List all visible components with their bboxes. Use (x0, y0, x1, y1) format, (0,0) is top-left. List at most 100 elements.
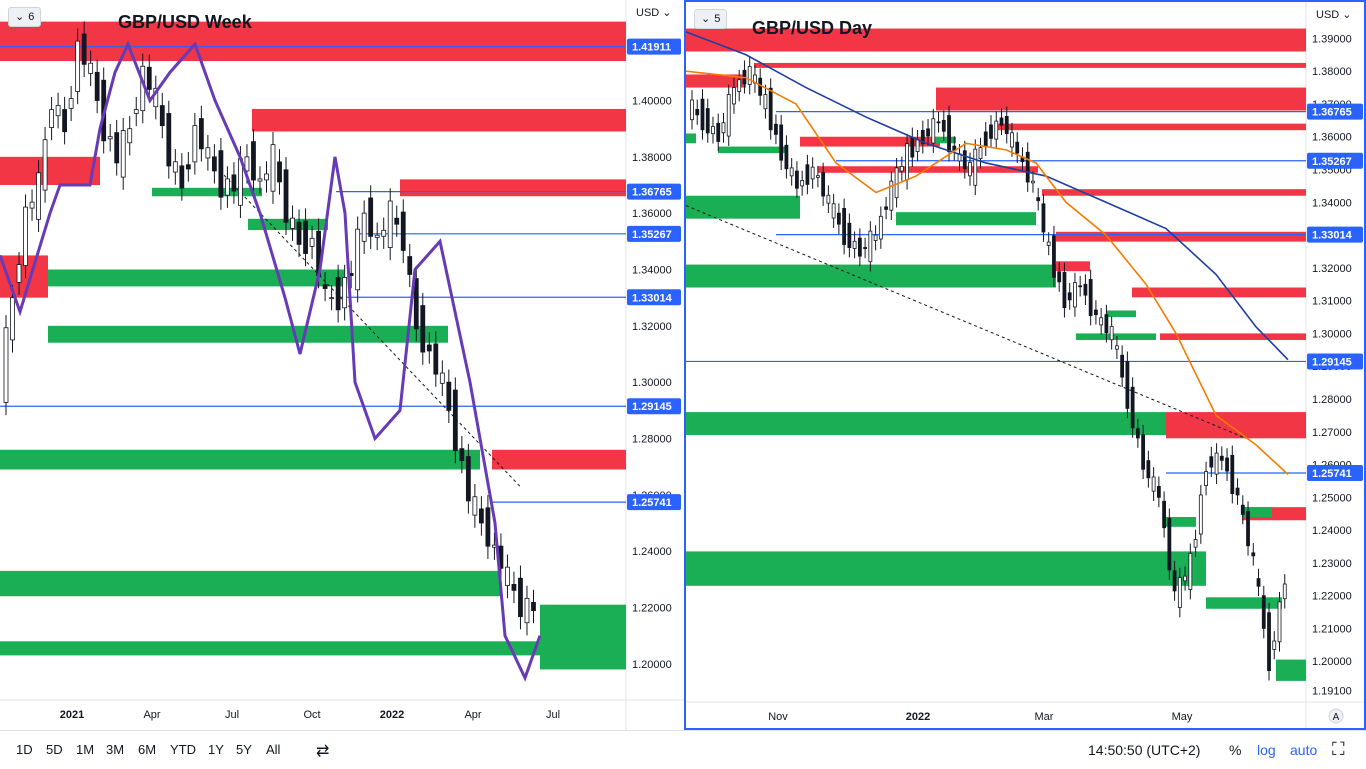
candle-body (251, 141, 256, 181)
timeframe-1d[interactable]: 1D (16, 742, 33, 757)
daily-chart-canvas[interactable]: 1.390001.380001.370001.360001.350001.340… (686, 2, 1366, 730)
candle-body (994, 120, 999, 140)
candle-body (459, 448, 465, 461)
demand-zone (0, 449, 480, 470)
supply-zone (818, 166, 1038, 173)
left-chart-pane[interactable]: 1.40000 1.38000 1.36000 1.34000 1.32000 1.300… (0, 0, 684, 730)
currency-label-right[interactable]: USD ⌄ (1316, 9, 1352, 21)
auto-toggle[interactable]: auto (1290, 742, 1318, 758)
price-tag (627, 38, 681, 55)
candle-body (133, 109, 139, 114)
candle-body (172, 161, 178, 173)
candle-body (257, 178, 263, 182)
candle-body (705, 108, 710, 134)
candle-body (915, 139, 920, 152)
y-tick-label: 1.39000 (1312, 33, 1352, 45)
pane-badge-left[interactable]: ⌄ 6 (8, 7, 42, 27)
ma-fast-line (686, 70, 1289, 475)
candle-body (962, 150, 967, 170)
candle-body (1073, 282, 1077, 308)
candle-body (1025, 151, 1030, 183)
candle-body (700, 98, 705, 131)
right-chart-pane[interactable]: 1.390001.380001.370001.360001.350001.340… (684, 0, 1366, 730)
percent-toggle[interactable]: % (1229, 742, 1242, 758)
chevron-down-icon: ⌄ (659, 7, 672, 19)
candle-body (768, 87, 773, 131)
x-tick-label: Jul (225, 709, 239, 721)
candle-body (205, 147, 211, 159)
candle-body (878, 215, 883, 240)
candle-body (524, 597, 530, 624)
clock-readout[interactable]: 14:50:50 (UTC+2) (1088, 742, 1201, 758)
supply-zone (686, 74, 746, 88)
demand-zone (686, 412, 1166, 436)
candle-body (789, 167, 794, 177)
y-tick-label: 1.20000 (1312, 656, 1352, 668)
candle-body (1156, 485, 1161, 498)
candle-body (873, 234, 878, 241)
candle-body (42, 139, 48, 191)
x-tick-label: Nov (768, 711, 788, 723)
candle-body (1230, 454, 1235, 495)
candle-body (721, 122, 726, 134)
timeframe-1m[interactable]: 1M (76, 742, 95, 757)
candle-body (1078, 285, 1083, 288)
candle-body (1067, 292, 1072, 301)
candle-body (821, 172, 826, 197)
candle-body (1120, 354, 1125, 378)
candle-body (920, 129, 925, 145)
y-tick-label: 1.36000 (632, 208, 672, 220)
y-tick-label: 1.25000 (1312, 492, 1352, 504)
candle-body (1198, 494, 1203, 535)
demand-zone (686, 551, 1206, 586)
log-toggle[interactable]: log (1257, 742, 1276, 758)
candle-body (244, 156, 250, 172)
y-tick-label: 1.36000 (1312, 132, 1352, 144)
candle-body (146, 66, 152, 90)
candle-body (114, 132, 120, 164)
pane-badge-right[interactable]: ⌄ 5 (694, 9, 728, 29)
candle-body (910, 136, 915, 158)
demand-zone (540, 604, 626, 670)
price-tag-label: 1.36765 (1312, 107, 1352, 119)
candle-body (36, 172, 41, 220)
candle-body (472, 496, 478, 516)
candle-body (225, 178, 230, 196)
currency-label-left[interactable]: USD ⌄ (636, 7, 672, 19)
timeframe-all[interactable]: All (266, 742, 281, 757)
candle-body (857, 237, 862, 257)
candle-body (1172, 570, 1177, 592)
candle-body (831, 203, 836, 219)
y-tick-label: 1.34000 (1312, 197, 1352, 209)
timeframe-5d[interactable]: 5D (46, 742, 63, 757)
timeframe-ytd[interactable]: YTD (170, 742, 196, 757)
demand-zone (152, 187, 262, 197)
price-tag (627, 398, 681, 415)
compare-calendar-icon[interactable]: ⇄ (316, 743, 330, 760)
price-tag (1307, 465, 1363, 482)
timeframe-1y[interactable]: 1Y (208, 742, 224, 757)
candle-body (159, 105, 165, 127)
candle-body (836, 212, 841, 225)
timeframe-5y[interactable]: 5Y (236, 742, 252, 757)
demand-zone (48, 269, 344, 287)
timeframe-6m[interactable]: 6M (138, 742, 157, 757)
candle-body (726, 94, 731, 137)
timeframe-3m[interactable]: 3M (106, 742, 125, 757)
price-tag-label: 1.41911 (632, 42, 671, 54)
trendline (219, 170, 521, 487)
candle-body (1183, 575, 1187, 582)
candle-body (16, 264, 22, 283)
candle-body (936, 121, 941, 124)
fullscreen-icon[interactable]: ⛶ (1332, 739, 1345, 759)
candle-body (1036, 197, 1041, 202)
candle-body (826, 194, 831, 204)
candle-body (1141, 434, 1146, 470)
candle-body (81, 33, 87, 65)
demand-zone (0, 570, 500, 597)
weekly-chart-canvas[interactable]: 1.40000 1.38000 1.36000 1.34000 1.32000 1.300… (0, 0, 684, 730)
candle-body (166, 113, 172, 167)
candle-body (868, 230, 873, 263)
candle-body (774, 123, 778, 135)
candle-body (926, 128, 930, 137)
